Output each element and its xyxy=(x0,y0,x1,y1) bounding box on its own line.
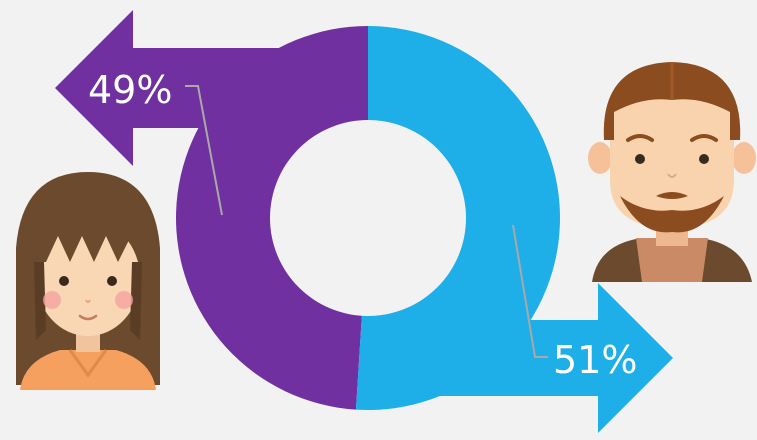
donut-hole xyxy=(270,120,466,316)
data-label-female: 49% xyxy=(88,68,172,112)
data-label-male: 51% xyxy=(553,338,637,382)
leader-line-female xyxy=(185,85,223,216)
female-avatar-icon xyxy=(16,172,160,390)
leader-line-male xyxy=(512,224,548,358)
male-avatar-icon xyxy=(588,62,756,282)
